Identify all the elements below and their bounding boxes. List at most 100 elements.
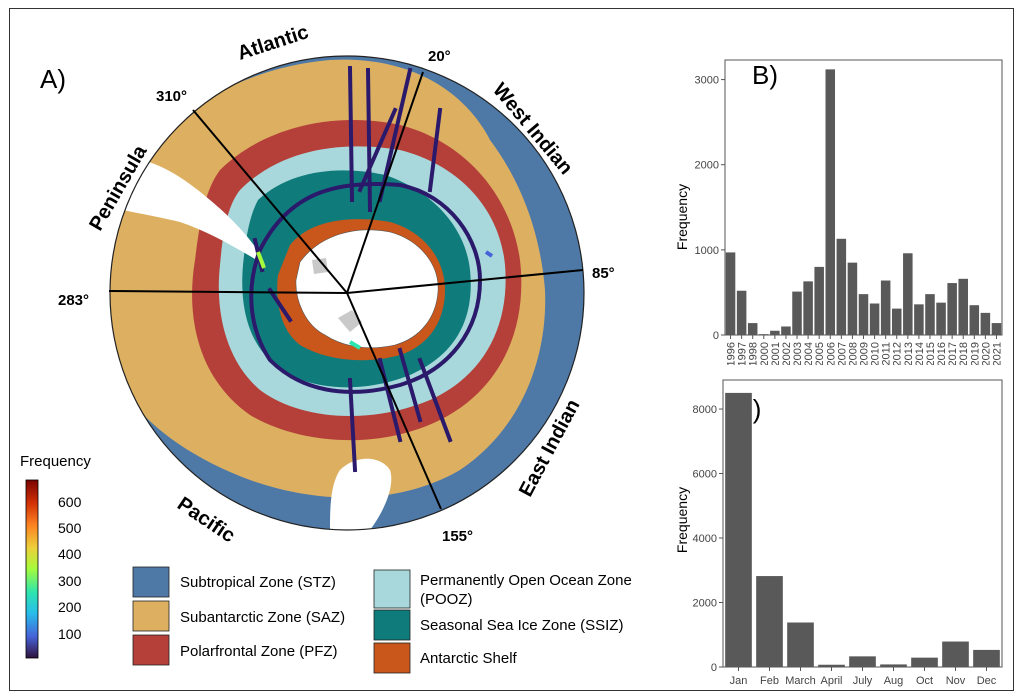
bar: [803, 281, 813, 335]
degree-20: 20°: [428, 48, 451, 65]
ocean-zones: [110, 56, 584, 530]
x-tick-label: 2002: [781, 342, 793, 365]
legend-label-saz: Subantarctic Zone (SAZ): [180, 609, 345, 626]
degree-85: 85°: [592, 265, 615, 282]
bar: [818, 664, 845, 667]
x-tick-label: 2005: [814, 342, 826, 365]
legend-swatch-stz: [132, 566, 170, 598]
x-tick-label: 2020: [980, 342, 992, 365]
x-tick-label: 2006: [825, 342, 837, 365]
panel-b-label: B): [752, 60, 778, 90]
bar: [787, 622, 814, 667]
sector-lines: [108, 71, 584, 510]
bar: [991, 323, 1002, 335]
x-tick-label: 2011: [881, 342, 893, 365]
bar: [969, 305, 980, 335]
y-tick-label: 0: [711, 662, 717, 674]
legend-swatch-ssiz: [373, 609, 411, 641]
bar: [880, 664, 907, 667]
legend-label-ssiz: Seasonal Sea Ice Zone (SSIZ): [420, 617, 623, 634]
panel-a-map: A) Atlantic West Indian Eas: [20, 21, 636, 674]
y-tick-label: 8000: [693, 404, 717, 416]
x-tick-label: 2000: [759, 342, 771, 365]
legend-label-pooz: Permanently Open Ocean Zone (POOZ): [420, 572, 636, 608]
bar: [947, 283, 957, 335]
peninsula-land: [110, 157, 265, 265]
panel-c-ylabel: Frequency: [674, 487, 690, 553]
y-tick-label: 2000: [693, 598, 717, 610]
sector-pacific: Pacific: [173, 493, 239, 547]
x-tick-label: 1998: [748, 342, 760, 365]
y-tick-label: 4000: [693, 533, 717, 545]
panel-c-chart: C) Frequency 02000400060008000JanFebMarc…: [674, 379, 1003, 687]
bar: [847, 262, 858, 335]
x-tick-label: 2013: [903, 342, 915, 365]
legend-swatch-pfz: [132, 634, 170, 666]
bar: [825, 69, 836, 335]
australia-land: [330, 458, 392, 530]
x-tick-label: 2014: [914, 342, 926, 365]
x-tick-label: 2021: [991, 342, 1003, 365]
x-tick-label: Oct: [916, 675, 933, 687]
degree-155: 155°: [442, 528, 473, 545]
degree-310: 310°: [156, 88, 187, 105]
colorbar-tick: 200: [58, 599, 82, 615]
y-tick-label: 6000: [693, 469, 717, 481]
x-tick-label: 2015: [925, 342, 937, 365]
y-tick-label: 0: [713, 330, 719, 342]
ice-shelf-weddell: [312, 258, 328, 274]
bar: [736, 290, 747, 335]
x-tick-label: Feb: [760, 675, 779, 687]
disc-outline: [109, 55, 585, 531]
y-tick-label: 2000: [695, 160, 719, 172]
bar: [836, 238, 847, 335]
colorbar-title: Frequency: [20, 453, 91, 470]
x-tick-label: 2018: [958, 342, 970, 365]
bar: [911, 657, 938, 667]
bar: [792, 291, 802, 335]
bar: [914, 304, 924, 335]
x-tick-label: 2008: [847, 342, 859, 365]
bar: [858, 294, 869, 335]
x-tick-label: 2009: [859, 342, 871, 365]
colorbar-tick: 400: [58, 546, 82, 562]
bar: [958, 278, 968, 335]
colorbar-tick: 500: [58, 520, 82, 536]
x-tick-label: 2012: [892, 342, 904, 365]
bar: [814, 266, 824, 335]
bar: [756, 576, 783, 667]
bar: [936, 302, 946, 335]
bar: [725, 392, 752, 667]
colorbar-tick: 300: [58, 573, 82, 589]
antarctica: [295, 229, 439, 349]
x-tick-label: 2007: [836, 342, 848, 365]
bar: [973, 649, 1000, 667]
panel-b-ylabel: Frequency: [674, 184, 690, 250]
colorbar-ticks: 600 500 400 300 200 100: [58, 494, 82, 642]
x-tick-label: 2003: [792, 342, 804, 365]
bar: [980, 312, 991, 335]
x-tick-label: 2004: [803, 342, 815, 365]
bar: [869, 303, 880, 335]
bar: [925, 294, 935, 335]
panel-a-label: A): [40, 64, 66, 94]
colorbar-tick: 600: [58, 494, 82, 510]
bar: [849, 656, 876, 667]
x-tick-label: Nov: [946, 675, 966, 687]
legend-label-stz: Subtropical Zone (STZ): [180, 574, 336, 591]
x-tick-label: 2019: [969, 342, 981, 365]
figure-frame: [9, 8, 1014, 691]
y-tick-label: 3000: [695, 75, 719, 87]
x-tick-label: 2017: [947, 342, 959, 365]
bar: [880, 280, 891, 335]
bar: [747, 323, 758, 335]
colorbar-tick: 100: [58, 626, 82, 642]
high-frequency-spots: [256, 250, 494, 350]
x-tick-label: Aug: [884, 675, 904, 687]
x-tick-label: March: [785, 675, 816, 687]
colorbar: [25, 479, 39, 659]
legend-swatch-saz: [132, 600, 170, 632]
bar: [725, 252, 736, 335]
x-tick-label: 2001: [770, 342, 782, 365]
x-tick-label: Jan: [730, 675, 748, 687]
